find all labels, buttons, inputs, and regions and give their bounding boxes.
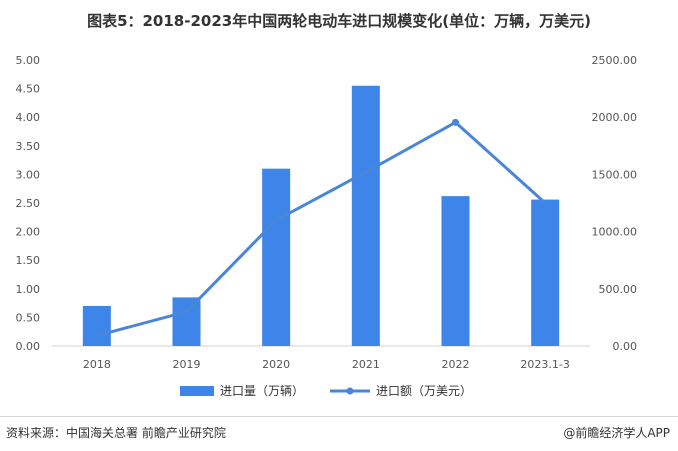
- bar: [172, 297, 201, 346]
- y-left-tick-label: 1.50: [16, 254, 41, 267]
- y-left-tick-label: 2.00: [16, 226, 41, 239]
- y-right-tick-label: 2500.00: [592, 54, 638, 67]
- series-line: [96, 120, 547, 338]
- y-left-tick-label: 0.00: [16, 340, 41, 353]
- y-left-tick-label: 2.50: [16, 197, 41, 210]
- x-tick-label: 2019: [173, 358, 201, 371]
- legend-swatch-marker: [346, 387, 354, 395]
- legend-swatch-bar: [180, 386, 214, 396]
- y-left-tick-label: 3.00: [16, 168, 41, 181]
- x-tick-label: 2021: [352, 358, 380, 371]
- legend-label-line: 进口额（万美元）: [376, 384, 472, 398]
- x-tick-label: 2023.1-3: [520, 358, 569, 371]
- y-left-tick-label: 0.50: [16, 311, 41, 324]
- y-axis-right: 0.00 500.00 1000.00 1500.00 2000.00 2500.00: [592, 54, 638, 353]
- bar: [262, 168, 291, 346]
- legend: 进口量（万辆） 进口额（万美元）: [180, 384, 472, 398]
- y-right-tick-label: 2000.00: [592, 111, 638, 124]
- bar: [351, 85, 380, 347]
- y-left-tick-label: 3.50: [16, 140, 41, 153]
- y-right-tick-label: 1000.00: [592, 226, 638, 239]
- bar: [441, 196, 470, 346]
- brand-label: @前瞻经济学人APP: [563, 426, 670, 440]
- y-left-tick-label: 1.00: [16, 283, 41, 296]
- y-left-tick-label: 4.00: [16, 111, 41, 124]
- y-right-tick-label: 500.00: [599, 283, 638, 296]
- bar-series: [82, 85, 560, 347]
- y-right-tick-label: 1500.00: [592, 168, 638, 181]
- y-axis-left: 0.00 0.50 1.00 1.50 2.00 2.50 3.00 3.50 4.00 4.50…: [16, 54, 41, 353]
- x-tick-label: 2018: [83, 358, 111, 371]
- x-axis-labels: 2018 2019 2020 2021 2022 2023.1-3: [83, 358, 570, 371]
- x-tick-label: 2020: [262, 358, 290, 371]
- x-tick-label: 2022: [442, 358, 470, 371]
- bar: [82, 305, 111, 346]
- y-left-tick-label: 5.00: [16, 54, 41, 67]
- line-series: [96, 118, 547, 338]
- line-point: [452, 118, 459, 126]
- source-note: 资料来源：中国海关总署 前瞻产业研究院: [6, 426, 226, 440]
- y-right-tick-label: 0.00: [613, 340, 638, 353]
- footer-divider: [0, 416, 678, 417]
- y-left-tick-label: 4.50: [16, 83, 41, 96]
- chart-title: 图表5：2018-2023年中国两轮电动车进口规模变化(单位：万辆，万美元): [87, 12, 591, 30]
- bar: [531, 199, 560, 346]
- legend-label-bar: 进口量（万辆）: [220, 384, 304, 398]
